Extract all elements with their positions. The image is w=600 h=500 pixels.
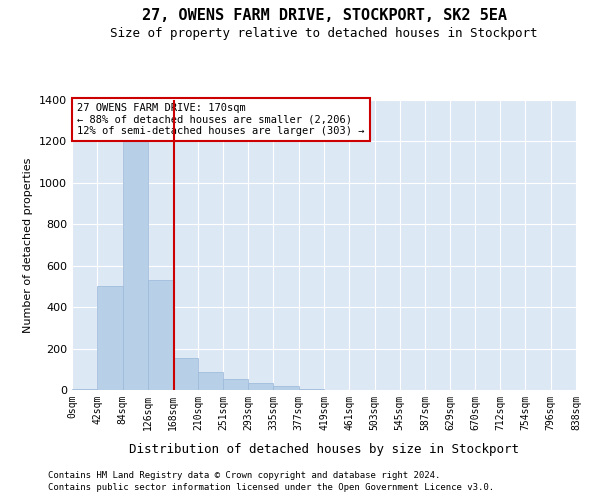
- Text: Contains HM Land Registry data © Crown copyright and database right 2024.: Contains HM Land Registry data © Crown c…: [48, 470, 440, 480]
- Text: Contains public sector information licensed under the Open Government Licence v3: Contains public sector information licen…: [48, 483, 494, 492]
- Bar: [148, 280, 173, 390]
- Text: 27, OWENS FARM DRIVE, STOCKPORT, SK2 5EA: 27, OWENS FARM DRIVE, STOCKPORT, SK2 5EA: [142, 8, 506, 22]
- Bar: [173, 358, 199, 390]
- Bar: [248, 383, 274, 390]
- Bar: [274, 386, 299, 390]
- Bar: [72, 389, 97, 390]
- Text: 27 OWENS FARM DRIVE: 170sqm
← 88% of detached houses are smaller (2,206)
12% of : 27 OWENS FARM DRIVE: 170sqm ← 88% of det…: [77, 103, 365, 136]
- Bar: [223, 378, 248, 390]
- Y-axis label: Number of detached properties: Number of detached properties: [23, 158, 34, 332]
- Text: Size of property relative to detached houses in Stockport: Size of property relative to detached ho…: [110, 28, 538, 40]
- Bar: [122, 135, 148, 390]
- Bar: [299, 389, 324, 390]
- Bar: [97, 286, 122, 390]
- Bar: [199, 372, 223, 390]
- Text: Distribution of detached houses by size in Stockport: Distribution of detached houses by size …: [129, 442, 519, 456]
